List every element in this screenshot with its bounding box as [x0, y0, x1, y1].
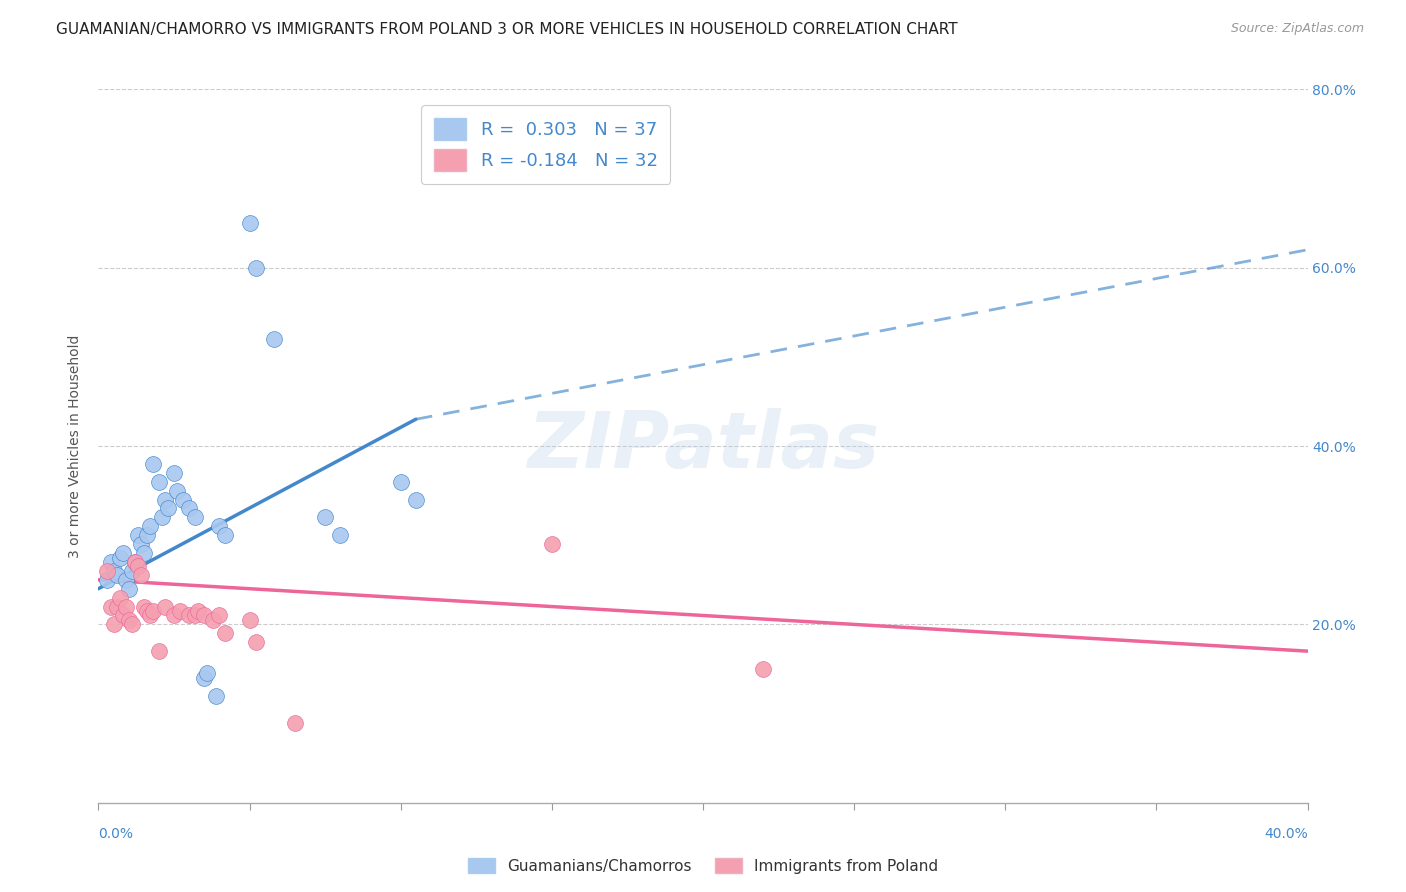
Point — [153, 599, 176, 614]
Point — [121, 564, 143, 578]
Point — [193, 608, 215, 623]
Point — [541, 537, 564, 551]
Point — [405, 492, 427, 507]
Point — [245, 260, 267, 275]
Point — [132, 599, 155, 614]
Point — [150, 510, 173, 524]
Point — [127, 528, 149, 542]
Point — [114, 599, 136, 614]
Point — [202, 613, 225, 627]
Legend: R =  0.303   N = 37, R = -0.184   N = 32: R = 0.303 N = 37, R = -0.184 N = 32 — [422, 105, 671, 184]
Point — [208, 608, 231, 623]
Point — [214, 626, 236, 640]
Point — [111, 608, 134, 623]
Point — [239, 216, 262, 230]
Text: 40.0%: 40.0% — [1264, 827, 1308, 841]
Point — [103, 564, 125, 578]
Point — [118, 582, 141, 596]
Text: Source: ZipAtlas.com: Source: ZipAtlas.com — [1230, 22, 1364, 36]
Text: GUAMANIAN/CHAMORRO VS IMMIGRANTS FROM POLAND 3 OR MORE VEHICLES IN HOUSEHOLD COR: GUAMANIAN/CHAMORRO VS IMMIGRANTS FROM PO… — [56, 22, 957, 37]
Point — [205, 689, 228, 703]
Point — [132, 546, 155, 560]
Point — [389, 475, 412, 489]
Point — [179, 501, 201, 516]
Point — [179, 608, 201, 623]
Point — [148, 475, 170, 489]
Point — [284, 715, 307, 730]
Point — [129, 537, 152, 551]
Point — [127, 559, 149, 574]
Point — [105, 568, 128, 582]
Point — [142, 457, 165, 471]
Point — [263, 332, 285, 346]
Point — [187, 604, 209, 618]
Point — [172, 492, 194, 507]
Y-axis label: 3 or more Vehicles in Household: 3 or more Vehicles in Household — [69, 334, 83, 558]
Point — [148, 644, 170, 658]
Point — [129, 568, 152, 582]
Point — [214, 528, 236, 542]
Point — [208, 519, 231, 533]
Point — [166, 483, 188, 498]
Point — [135, 528, 157, 542]
Point — [163, 466, 186, 480]
Point — [135, 604, 157, 618]
Point — [156, 501, 179, 516]
Point — [314, 510, 336, 524]
Point — [124, 555, 146, 569]
Point — [124, 555, 146, 569]
Point — [118, 613, 141, 627]
Point — [114, 573, 136, 587]
Point — [193, 671, 215, 685]
Point — [100, 555, 122, 569]
Point — [121, 617, 143, 632]
Point — [329, 528, 352, 542]
Point — [108, 550, 131, 565]
Point — [195, 666, 218, 681]
Point — [239, 613, 262, 627]
Point — [96, 573, 118, 587]
Point — [142, 604, 165, 618]
Legend: Guamanians/Chamorros, Immigrants from Poland: Guamanians/Chamorros, Immigrants from Po… — [461, 852, 945, 880]
Point — [139, 608, 162, 623]
Point — [163, 608, 186, 623]
Point — [96, 564, 118, 578]
Point — [153, 492, 176, 507]
Point — [169, 604, 191, 618]
Text: 0.0%: 0.0% — [98, 827, 134, 841]
Point — [139, 519, 162, 533]
Point — [105, 599, 128, 614]
Point — [184, 608, 207, 623]
Point — [108, 591, 131, 605]
Point — [100, 599, 122, 614]
Point — [752, 662, 775, 676]
Point — [245, 635, 267, 649]
Text: ZIPatlas: ZIPatlas — [527, 408, 879, 484]
Point — [184, 510, 207, 524]
Point — [103, 617, 125, 632]
Point — [111, 546, 134, 560]
